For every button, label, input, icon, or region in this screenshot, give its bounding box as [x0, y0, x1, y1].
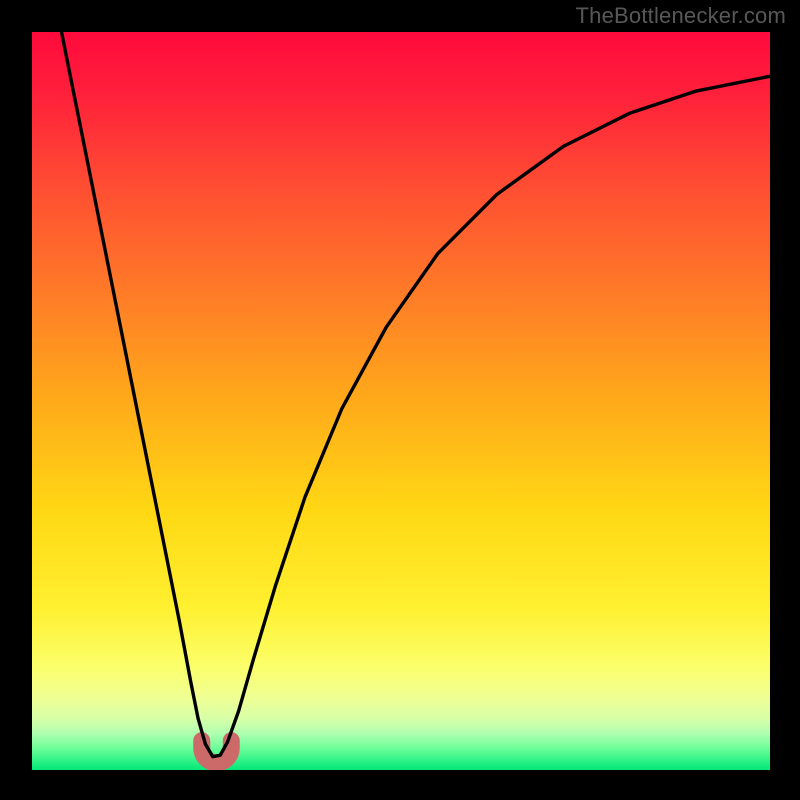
gradient-background: [32, 32, 770, 770]
plot-area: [32, 32, 770, 770]
figure-root: TheBottlenecker.com: [0, 0, 800, 800]
watermark-text: TheBottlenecker.com: [576, 3, 786, 29]
